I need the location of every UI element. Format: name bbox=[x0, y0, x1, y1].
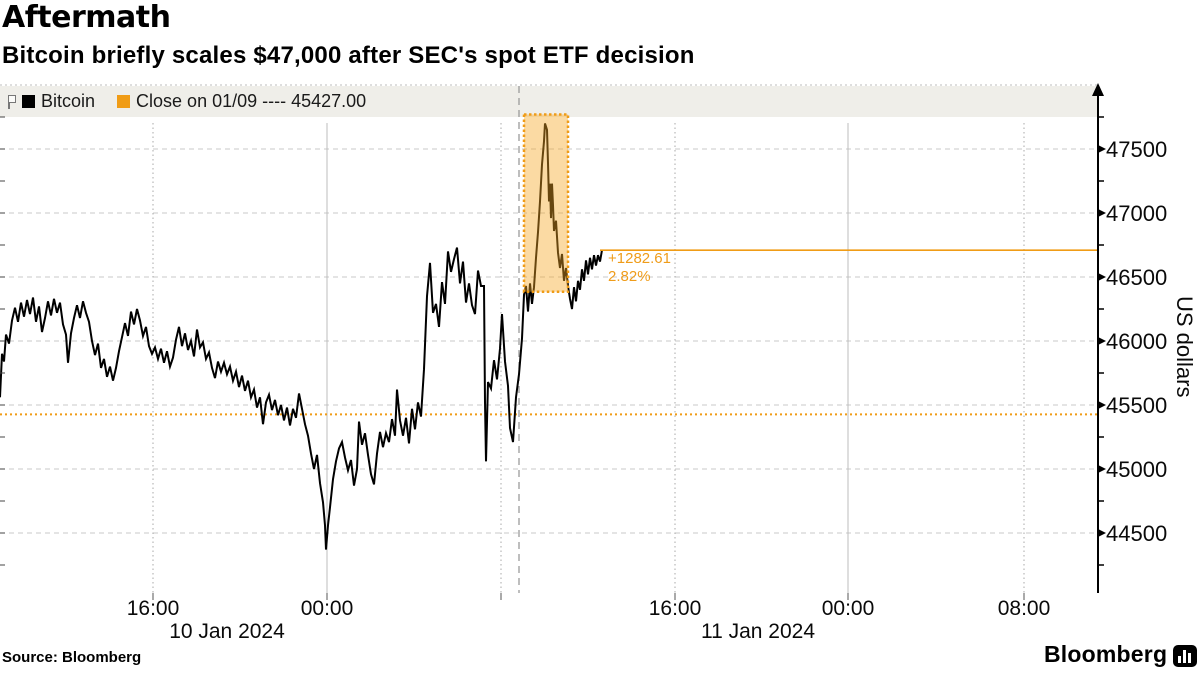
y-axis-title: US dollars bbox=[1172, 296, 1197, 398]
bloomberg-terminal-icon bbox=[1173, 645, 1197, 667]
x-tick-label: 00:00 bbox=[821, 597, 875, 620]
legend-item-bitcoin: Bitcoin bbox=[22, 91, 95, 112]
bitcoin-price-line bbox=[0, 123, 603, 550]
y-axis-arrow bbox=[1092, 83, 1104, 96]
y-tick-label: 46500 bbox=[1106, 265, 1168, 290]
highlight-box-fill bbox=[524, 114, 568, 292]
close-swatch bbox=[117, 95, 131, 108]
y-major-tick bbox=[1098, 337, 1106, 345]
legend-band: Bitcoin Close on 01/09 ---- 45427.00 bbox=[0, 86, 1097, 117]
y-major-tick bbox=[1098, 145, 1106, 153]
y-major-tick bbox=[1098, 401, 1106, 409]
source-note: Source: Bloomberg bbox=[2, 649, 142, 666]
legend-label: Close on 01/09 ---- 45427.00 bbox=[136, 91, 367, 111]
y-major-tick bbox=[1098, 529, 1106, 537]
y-major-tick bbox=[1098, 465, 1106, 473]
y-tick-label: 47500 bbox=[1106, 137, 1168, 162]
x-tick-label: 16:00 bbox=[126, 597, 180, 620]
bloomberg-wordmark: Bloomberg bbox=[1044, 641, 1168, 667]
x-date-label: 11 Jan 2024 bbox=[700, 620, 816, 643]
x-date-label: 10 Jan 2024 bbox=[169, 620, 285, 643]
change-absolute: +1282.61 bbox=[608, 250, 671, 267]
x-tick-label: 16:00 bbox=[648, 597, 702, 620]
legend-item-close: Close on 01/09 ---- 45427.00 bbox=[117, 91, 366, 112]
y-tick-label: 44500 bbox=[1106, 521, 1168, 546]
y-tick-label: 45500 bbox=[1106, 393, 1168, 418]
price-change-annotation: +1282.61 2.82% bbox=[608, 250, 671, 286]
y-major-tick bbox=[1098, 209, 1106, 217]
pin-icon bbox=[6, 93, 18, 111]
y-tick-label: 45000 bbox=[1106, 457, 1168, 482]
y-tick-label: 47000 bbox=[1106, 201, 1168, 226]
highlight-box-border bbox=[522, 113, 570, 293]
chart-subtitle: Bitcoin briefly scales $47,000 after SEC… bbox=[2, 42, 695, 69]
change-percent: 2.82% bbox=[608, 268, 651, 285]
page-title: Aftermath bbox=[2, 0, 171, 35]
legend-label: Bitcoin bbox=[41, 91, 96, 111]
x-tick-label: 00:00 bbox=[300, 597, 354, 620]
x-tick-label: 08:00 bbox=[997, 597, 1051, 620]
y-tick-label: 46000 bbox=[1106, 329, 1168, 354]
y-major-tick bbox=[1098, 273, 1106, 281]
bitcoin-swatch bbox=[22, 95, 35, 108]
